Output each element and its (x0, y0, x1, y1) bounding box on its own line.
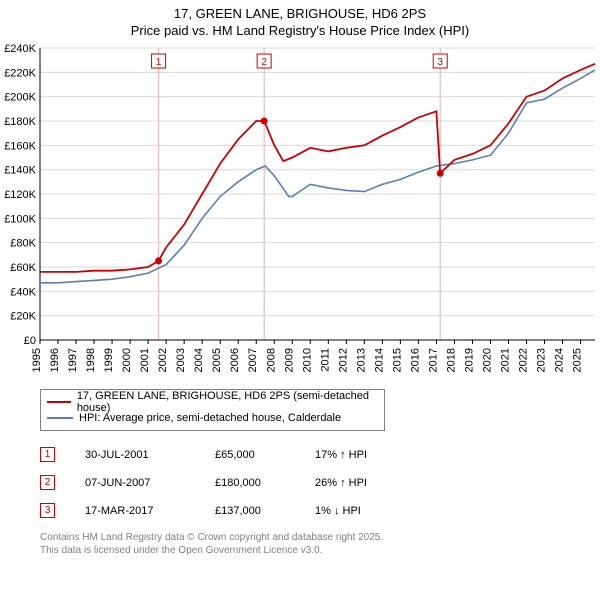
svg-text:1998: 1998 (85, 348, 97, 372)
svg-text:£0: £0 (24, 335, 36, 347)
svg-text:2005: 2005 (211, 348, 223, 372)
svg-text:£200K: £200K (4, 91, 36, 103)
svg-text:2024: 2024 (554, 348, 566, 372)
svg-text:2002: 2002 (157, 348, 169, 372)
event-price: £180,000 (215, 477, 315, 489)
svg-text:1995: 1995 (31, 348, 43, 372)
svg-text:£180K: £180K (4, 116, 36, 128)
svg-text:£220K: £220K (4, 67, 36, 79)
svg-text:1997: 1997 (67, 348, 79, 372)
event-date: 07-JUN-2007 (85, 477, 215, 489)
svg-text:2001: 2001 (139, 348, 151, 372)
event-delta: 1% ↓ HPI (315, 505, 435, 517)
event-price: £137,000 (215, 505, 315, 517)
svg-text:2007: 2007 (247, 348, 259, 372)
event-row: 1 30-JUL-2001 £65,000 17% ↑ HPI (40, 441, 600, 469)
svg-text:2019: 2019 (463, 348, 475, 372)
price-chart: £0 £20K £40K £60K £80K £100K £120K £140K £160K £1… (0, 40, 600, 385)
chart-title: 17, GREEN LANE, BRIGHOUSE, HD6 2PS Price… (0, 0, 600, 40)
legend-swatch-2 (47, 417, 73, 419)
svg-text:£80K: £80K (10, 237, 36, 249)
event-badge: 3 (40, 503, 55, 518)
svg-text:£140K: £140K (4, 164, 36, 176)
legend-swatch-1 (47, 401, 71, 403)
svg-text:2009: 2009 (283, 348, 295, 372)
event-badge: 2 (40, 475, 55, 490)
legend-item-1: 17, GREEN LANE, BRIGHOUSE, HD6 2PS (semi… (47, 394, 378, 410)
event-row: 3 17-MAR-2017 £137,000 1% ↓ HPI (40, 497, 600, 525)
svg-text:£240K: £240K (4, 43, 36, 55)
svg-text:£120K: £120K (4, 189, 36, 201)
event-date: 30-JUL-2001 (85, 449, 215, 461)
event-date: 17-MAR-2017 (85, 505, 215, 517)
svg-text:£60K: £60K (10, 262, 36, 274)
svg-text:2020: 2020 (481, 348, 493, 372)
footer: Contains HM Land Registry data © Crown c… (40, 531, 600, 557)
footer-line1: Contains HM Land Registry data © Crown c… (40, 531, 600, 544)
event-delta: 17% ↑ HPI (315, 449, 435, 461)
chart-area: £0 £20K £40K £60K £80K £100K £120K £140K £160K £1… (0, 40, 600, 385)
svg-text:2010: 2010 (301, 348, 313, 372)
legend-label-1: 17, GREEN LANE, BRIGHOUSE, HD6 2PS (semi… (77, 390, 378, 414)
svg-text:2015: 2015 (391, 348, 403, 372)
event-badge: 1 (40, 447, 55, 462)
event-table: 1 30-JUL-2001 £65,000 17% ↑ HPI 2 07-JUN… (40, 441, 600, 525)
svg-text:2006: 2006 (229, 348, 241, 372)
svg-text:2012: 2012 (337, 348, 349, 372)
svg-text:2018: 2018 (445, 348, 457, 372)
svg-text:£40K: £40K (10, 286, 36, 298)
event-price: £65,000 (215, 449, 315, 461)
footer-line2: This data is licensed under the Open Gov… (40, 544, 600, 557)
legend: 17, GREEN LANE, BRIGHOUSE, HD6 2PS (semi… (40, 389, 385, 431)
legend-label-2: HPI: Average price, semi-detached house,… (79, 412, 341, 424)
svg-text:3: 3 (437, 57, 443, 68)
svg-text:2013: 2013 (355, 348, 367, 372)
svg-text:2: 2 (261, 57, 267, 68)
title-line1: 17, GREEN LANE, BRIGHOUSE, HD6 2PS (0, 6, 600, 23)
svg-text:2004: 2004 (193, 348, 205, 372)
svg-text:2014: 2014 (373, 348, 385, 372)
svg-text:2023: 2023 (536, 348, 548, 372)
svg-text:1999: 1999 (103, 348, 115, 372)
svg-text:2022: 2022 (518, 348, 530, 372)
svg-text:2017: 2017 (427, 348, 439, 372)
svg-text:2011: 2011 (319, 348, 331, 372)
svg-text:2000: 2000 (121, 348, 133, 372)
event-row: 2 07-JUN-2007 £180,000 26% ↑ HPI (40, 469, 600, 497)
svg-text:2021: 2021 (500, 348, 512, 372)
svg-text:2025: 2025 (572, 348, 584, 372)
svg-text:£160K: £160K (4, 140, 36, 152)
svg-text:£20K: £20K (10, 310, 36, 322)
svg-text:1996: 1996 (49, 348, 61, 372)
legend-item-2: HPI: Average price, semi-detached house,… (47, 410, 378, 426)
svg-text:2003: 2003 (175, 348, 187, 372)
event-delta: 26% ↑ HPI (315, 477, 435, 489)
title-line2: Price paid vs. HM Land Registry's House … (0, 23, 600, 40)
svg-text:1: 1 (156, 57, 162, 68)
svg-text:2008: 2008 (265, 348, 277, 372)
svg-text:2016: 2016 (409, 348, 421, 372)
svg-text:£100K: £100K (4, 213, 36, 225)
